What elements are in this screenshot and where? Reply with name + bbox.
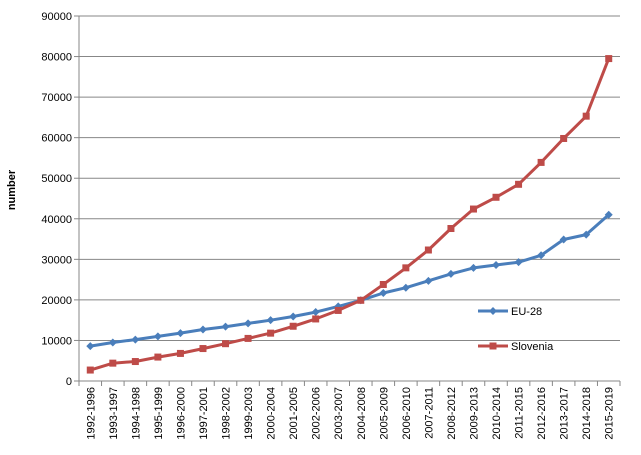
- x-tick-label: 1995-1999: [153, 387, 165, 440]
- data-point-eu-28: [469, 263, 478, 272]
- x-tick-label: 1996-2000: [175, 387, 187, 440]
- legend-marker-eu-28: [489, 307, 497, 315]
- y-tick-label: 80000: [41, 52, 72, 64]
- data-point-slovenia: [86, 366, 94, 374]
- data-point-slovenia: [582, 112, 590, 120]
- data-point-slovenia: [560, 134, 568, 142]
- data-point-eu-28: [582, 230, 591, 239]
- x-tick-label: 2009-2013: [468, 387, 480, 440]
- data-point-eu-28: [153, 332, 162, 341]
- data-point-slovenia: [447, 225, 455, 233]
- x-tick-label: 2001-2005: [288, 387, 300, 440]
- data-point-slovenia: [199, 345, 207, 353]
- data-point-eu-28: [492, 261, 501, 270]
- x-tick-label: 2011-2015: [514, 387, 526, 439]
- y-tick-label: 70000: [41, 92, 72, 104]
- data-point-eu-28: [86, 342, 95, 351]
- x-tick-label: 1992-1996: [85, 387, 97, 440]
- data-point-eu-28: [446, 269, 455, 278]
- series-line-slovenia: [89, 58, 611, 372]
- x-tick-label: 2004-2008: [356, 387, 368, 440]
- grid-lines: [74, 15, 620, 382]
- data-point-slovenia: [244, 334, 252, 342]
- y-tick-label: 30000: [41, 254, 72, 266]
- x-tick-label: 2010-2014: [491, 387, 503, 440]
- x-tick-label: 2015-2019: [604, 387, 616, 440]
- data-point-slovenia: [176, 349, 184, 357]
- x-tick-label: 2013-2017: [559, 387, 571, 440]
- x-tick-label: 2005-2009: [378, 387, 390, 440]
- x-tick-label: 2000-2004: [266, 387, 278, 440]
- x-tick-label: 2008-2012: [446, 387, 458, 440]
- data-point-eu-28: [198, 325, 207, 334]
- data-point-eu-28: [266, 316, 275, 325]
- x-tick-label: 2012-2016: [536, 387, 548, 440]
- data-point-slovenia: [537, 158, 545, 166]
- x-tick-labels: 1992-1996 1993-1997 1994-1998 1995-1999 1996…: [85, 387, 615, 440]
- data-point-slovenia: [222, 340, 230, 348]
- data-point-slovenia: [402, 264, 410, 272]
- data-point-slovenia: [515, 180, 523, 188]
- data-point-eu-28: [221, 322, 230, 331]
- y-tick-label: 40000: [41, 214, 72, 226]
- y-tick-label: 10000: [41, 335, 72, 347]
- legend-label-slovenia: Slovenia: [511, 341, 554, 353]
- data-point-eu-28: [379, 288, 388, 297]
- x-tick-label: 1993-1997: [108, 387, 120, 440]
- data-point-slovenia: [267, 329, 275, 337]
- y-tick-label: 50000: [41, 173, 72, 185]
- x-tick-label: 2014-2018: [581, 387, 593, 440]
- axes: [78, 16, 621, 386]
- data-point-slovenia: [379, 280, 387, 288]
- data-point-eu-28: [514, 258, 523, 267]
- x-tick-label: 2007-2011: [423, 387, 435, 439]
- y-axis-title: number: [6, 169, 18, 210]
- y-tick-label: 20000: [41, 295, 72, 307]
- data-point-slovenia: [357, 296, 365, 304]
- data-point-slovenia: [605, 55, 613, 63]
- data-point-slovenia: [469, 205, 477, 213]
- data-point-slovenia: [109, 359, 117, 367]
- x-tick-label: 1999-2003: [243, 387, 255, 440]
- y-tick-label: 0: [66, 376, 72, 388]
- series-group: [86, 55, 613, 374]
- data-point-eu-28: [131, 335, 140, 344]
- data-point-eu-28: [289, 312, 298, 321]
- data-point-slovenia: [131, 358, 139, 366]
- series-line-eu-28: [90, 213, 610, 348]
- data-point-eu-28: [559, 235, 568, 244]
- data-point-eu-28: [424, 276, 433, 285]
- x-tick-label: 2002-2006: [311, 387, 323, 440]
- data-point-slovenia: [312, 315, 320, 323]
- data-point-eu-28: [108, 338, 117, 347]
- y-tick-label: 60000: [41, 133, 72, 145]
- data-point-eu-28: [604, 210, 613, 219]
- y-tick-labels: 0 10000 20000 30000 40000 50000 60000 70000 8000…: [41, 11, 72, 388]
- data-point-slovenia: [289, 322, 297, 330]
- x-tick-label: 1997-2001: [198, 387, 210, 440]
- data-point-slovenia: [154, 353, 162, 361]
- data-point-eu-28: [311, 308, 320, 317]
- data-point-eu-28: [176, 329, 185, 338]
- legend-label-eu-28: EU-28: [511, 306, 542, 318]
- data-point-eu-28: [401, 283, 410, 292]
- data-point-slovenia: [334, 306, 342, 314]
- y-tick-label: 90000: [41, 11, 72, 23]
- legend: EU-28 Slovenia: [478, 306, 554, 353]
- data-point-slovenia: [424, 246, 432, 254]
- data-point-eu-28: [537, 251, 546, 260]
- legend-marker-slovenia: [489, 342, 497, 350]
- x-tick-label: 1998-2002: [221, 387, 233, 440]
- x-tick-label: 1994-1998: [130, 387, 142, 440]
- x-tick-label: 2006-2010: [401, 387, 413, 440]
- data-point-slovenia: [492, 193, 500, 201]
- data-point-eu-28: [244, 319, 253, 328]
- x-tick-label: 2003-2007: [333, 387, 345, 440]
